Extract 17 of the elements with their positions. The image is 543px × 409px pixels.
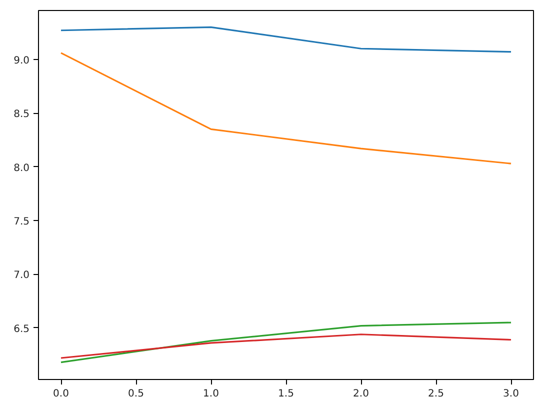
y-tick-label: 9.0: [14, 55, 30, 66]
x-tick-label: 3.0: [503, 388, 519, 400]
y-tick-label: 8.5: [14, 109, 30, 120]
line-series: [60, 334, 512, 359]
line-series: [60, 322, 512, 364]
y-tick-label: 6.5: [14, 324, 30, 335]
y-tick-label: 8.0: [14, 162, 30, 174]
x-tick-label: 0.5: [128, 388, 144, 400]
x-tick-label: 2.0: [353, 388, 369, 400]
x-tick-label: 0.0: [53, 388, 69, 400]
x-tick-label: 2.5: [428, 388, 444, 400]
x-tick-label: 1.0: [203, 388, 219, 400]
line-series: [60, 52, 512, 164]
y-tick-label: 7.0: [14, 270, 30, 282]
x-tick-label: 1.5: [278, 388, 294, 400]
y-tick-label: 7.5: [14, 216, 30, 228]
line-series: [60, 26, 512, 53]
